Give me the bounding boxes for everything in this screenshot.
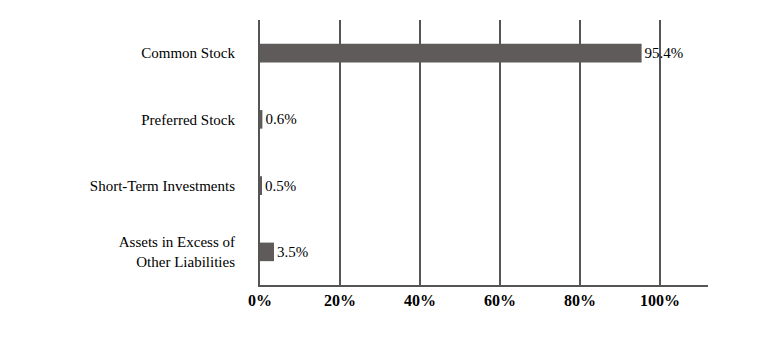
svg-text:60%: 60%	[484, 292, 516, 309]
svg-text:0.6%: 0.6%	[265, 111, 296, 127]
svg-text:20%: 20%	[324, 292, 356, 309]
svg-text:100%: 100%	[640, 292, 680, 309]
svg-text:Preferred Stock: Preferred Stock	[141, 112, 235, 128]
svg-text:3.5%: 3.5%	[277, 244, 308, 260]
svg-text:0.5%: 0.5%	[265, 178, 296, 194]
svg-text:Short-Term Investments: Short-Term Investments	[90, 178, 235, 194]
svg-text:Assets in Excess ofOther Liabi: Assets in Excess ofOther Liabilities	[119, 234, 235, 270]
svg-text:Common Stock: Common Stock	[141, 45, 235, 61]
svg-text:95.4%: 95.4%	[645, 45, 684, 61]
svg-text:0%: 0%	[248, 292, 272, 309]
svg-text:80%: 80%	[564, 292, 596, 309]
svg-text:40%: 40%	[404, 292, 436, 309]
